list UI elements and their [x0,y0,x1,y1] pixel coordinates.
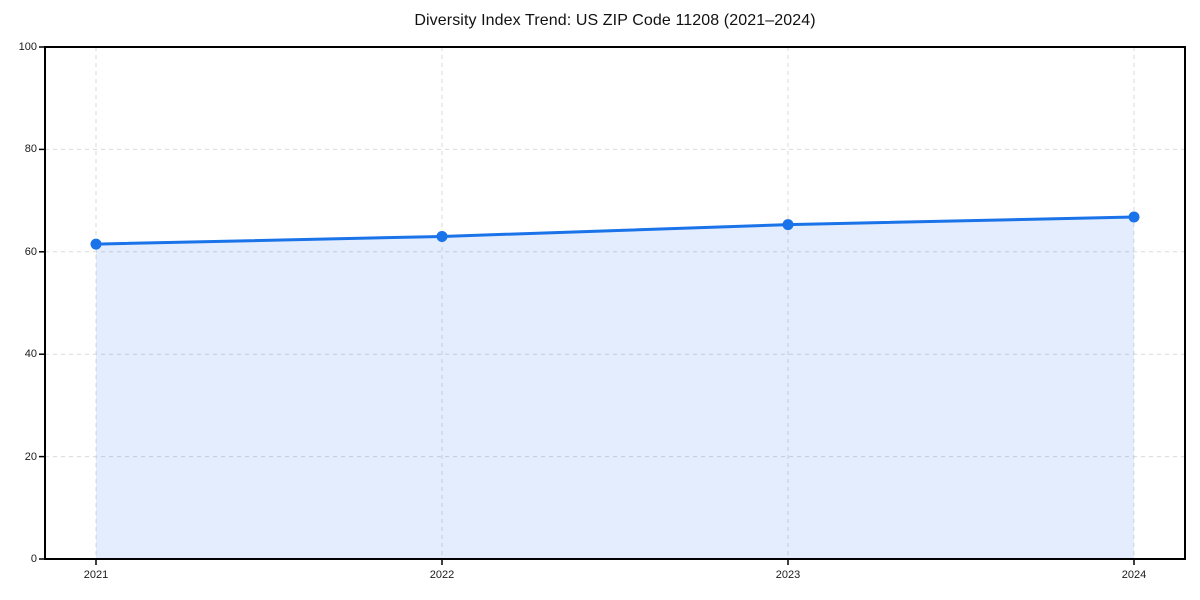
y-tick-label: 80 [24,143,37,156]
y-tick-label: 60 [24,245,37,258]
x-tick-label: 2021 [83,569,109,581]
x-tick-label: 2022 [429,569,455,581]
plot-background [45,47,1185,559]
trend-line [94,215,1136,246]
y-tick-label: 40 [24,348,37,361]
y-tick-label: 100 [18,41,37,53]
area-fill [96,216,1134,559]
x-tick-label: 2023 [775,569,801,581]
plot-border [44,46,1186,560]
data-point-2023 [782,219,794,231]
data-point-2022 [436,230,448,242]
chart-title: Diversity Index Trend: US ZIP Code 11208… [414,12,816,29]
y-tick-label: 0 [30,553,37,565]
data-point-2021 [90,238,102,250]
data-point-2024 [1128,211,1140,223]
y-tick-label: 20 [24,450,37,463]
x-tick-label: 2024 [1121,569,1147,581]
